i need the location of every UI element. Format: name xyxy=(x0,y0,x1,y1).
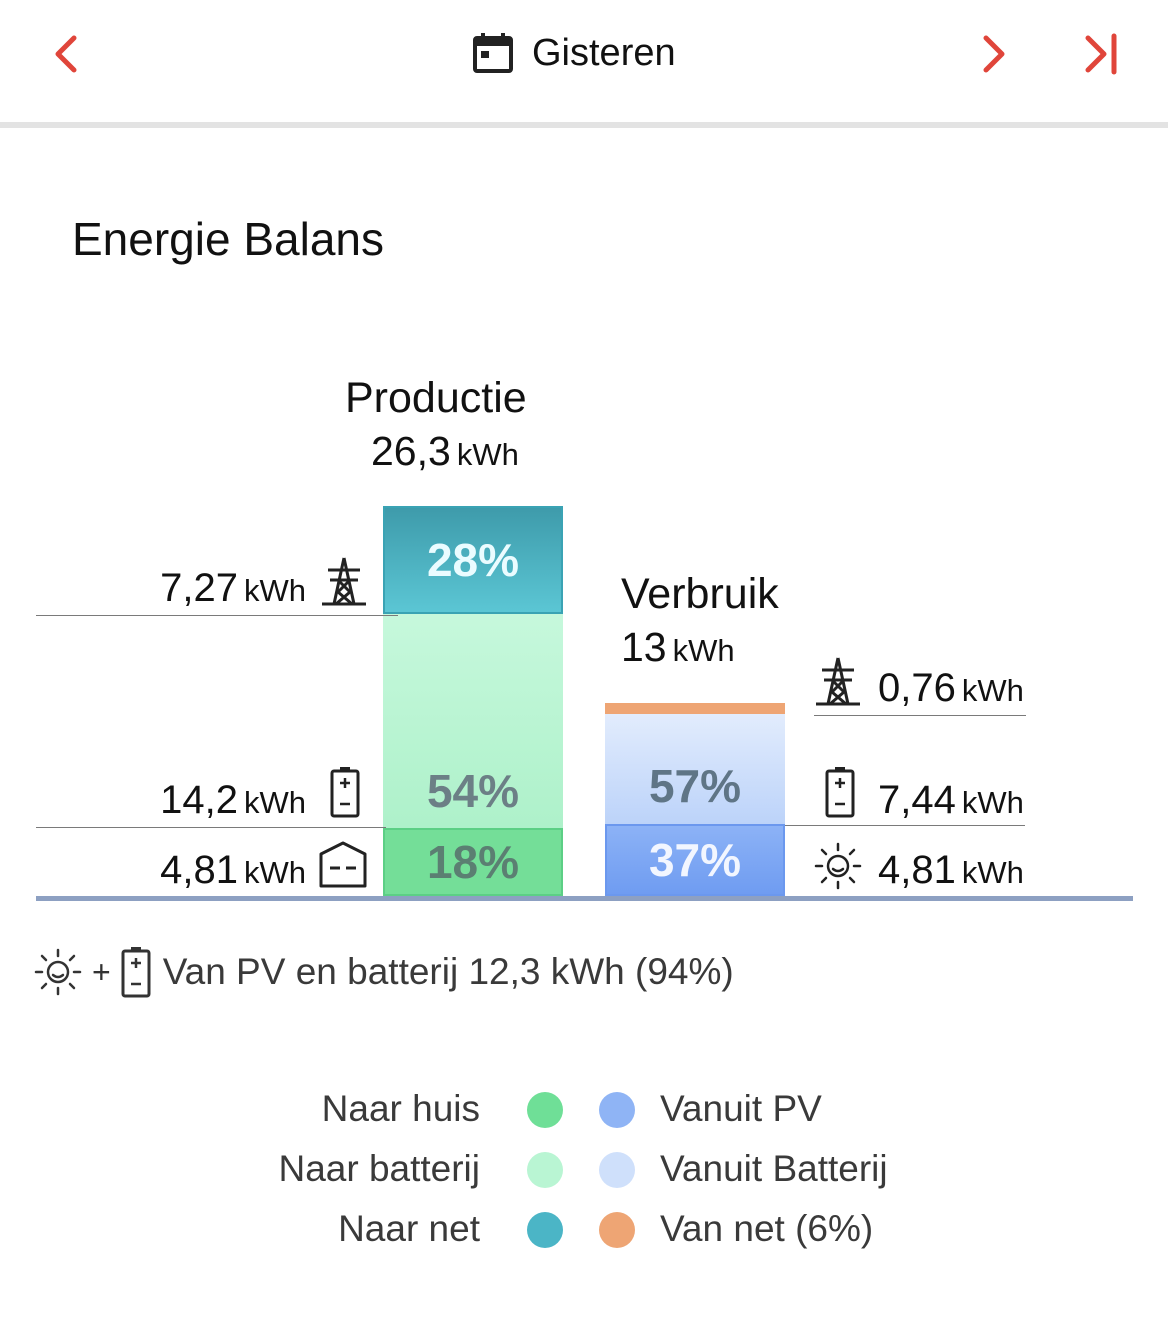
productie-value-huis: 4,81 kWh xyxy=(100,848,306,893)
productie-value-batterij: 14,2 kWh xyxy=(100,778,306,823)
house-icon xyxy=(319,841,367,888)
value: 4,81 xyxy=(160,848,238,892)
chart-baseline xyxy=(36,896,1133,901)
unit: kWh xyxy=(244,855,306,890)
top-bar: Gisteren xyxy=(0,0,1168,122)
battery-icon xyxy=(330,767,360,818)
value: 14,2 xyxy=(160,778,238,822)
segment-percent: 18% xyxy=(426,836,520,888)
unit: kWh xyxy=(961,855,1024,890)
unit: kWh xyxy=(244,573,306,608)
verbruik-title: Verbruik xyxy=(621,570,779,618)
legend-label-van-net: Van net (6%) xyxy=(660,1208,874,1249)
productie-segment-naar-batterij: 54% xyxy=(383,614,563,828)
value: 7,44 xyxy=(878,778,956,822)
date-label: Gisteren xyxy=(532,31,676,74)
legend-dot-naar-batterij xyxy=(527,1152,563,1188)
page-title: Energie Balans xyxy=(72,213,384,265)
plus-sign: + xyxy=(92,953,111,990)
productie-segment-naar-huis: 18% xyxy=(383,828,563,896)
productie-title: Productie xyxy=(345,374,527,422)
previous-day-button[interactable] xyxy=(38,28,98,80)
verbruik-total: 13 kWh xyxy=(621,624,735,671)
legend-label-vanuit-pv: Vanuit PV xyxy=(660,1088,822,1129)
sun-icon xyxy=(34,948,82,996)
power-tower-icon xyxy=(816,657,860,706)
legend-label-naar-huis: Naar huis xyxy=(321,1088,480,1129)
self-sufficiency-summary: + Van PV en batterij 12,3 kWh (94%) xyxy=(34,946,734,998)
jump-to-today-button[interactable] xyxy=(1074,28,1134,80)
legend-dot-vanuit-pv xyxy=(599,1092,635,1128)
verbruik-value-pv: 4,81 kWh xyxy=(878,848,1024,893)
summary-text: Van PV en batterij 12,3 kWh (94%) xyxy=(162,951,734,992)
verbruik-total-unit: kWh xyxy=(672,633,735,668)
productie-segment-naar-net: 28% xyxy=(383,506,563,614)
guide-line xyxy=(785,825,1025,826)
segment-percent: 28% xyxy=(426,534,520,586)
value: 4,81 xyxy=(878,848,956,892)
unit: kWh xyxy=(961,673,1024,708)
next-day-button[interactable] xyxy=(966,28,1026,80)
chevron-left-icon xyxy=(55,35,77,73)
battery-icon xyxy=(121,947,151,998)
legend-dot-van-net xyxy=(599,1212,635,1248)
guide-line xyxy=(36,827,386,828)
value: 7,27 xyxy=(160,566,238,610)
legend-label-vanuit-batterij: Vanuit Batterij xyxy=(660,1148,888,1189)
chevron-right-icon xyxy=(983,35,1005,73)
skip-to-end-icon xyxy=(1085,33,1117,75)
battery-icon xyxy=(825,767,855,818)
legend-dot-naar-net xyxy=(527,1212,563,1248)
segment-percent: 54% xyxy=(426,765,520,817)
header-divider xyxy=(0,122,1168,128)
productie-total-value: 26,3 xyxy=(371,428,451,474)
guide-line xyxy=(36,615,398,616)
productie-total-unit: kWh xyxy=(456,437,519,472)
verbruik-total-value: 13 xyxy=(621,624,667,670)
guide-line xyxy=(814,715,1026,716)
calendar-icon xyxy=(473,33,513,73)
power-tower-icon xyxy=(322,557,366,606)
unit: kWh xyxy=(961,785,1024,820)
sun-icon xyxy=(814,842,862,890)
legend-dot-vanuit-batterij xyxy=(599,1152,635,1188)
verbruik-segment-vanuit-pv: 37% xyxy=(605,824,785,896)
legend-label-naar-net: Naar net xyxy=(338,1208,480,1249)
verbruik-value-batterij: 7,44 kWh xyxy=(878,778,1024,823)
productie-value-net: 7,27 kWh xyxy=(100,566,306,611)
segment-percent: 57% xyxy=(648,760,742,812)
unit: kWh xyxy=(244,785,306,820)
date-selector[interactable]: Gisteren xyxy=(472,30,676,76)
legend-label-naar-batterij: Naar batterij xyxy=(278,1148,480,1189)
verbruik-segment-van-net xyxy=(605,703,785,714)
legend-dot-naar-huis xyxy=(527,1092,563,1128)
verbruik-value-net: 0,76 kWh xyxy=(878,666,1024,711)
productie-total: 26,3 kWh xyxy=(371,428,519,475)
verbruik-segment-vanuit-batterij: 57% xyxy=(605,714,785,824)
value: 0,76 xyxy=(878,666,956,710)
segment-percent: 37% xyxy=(648,834,742,886)
